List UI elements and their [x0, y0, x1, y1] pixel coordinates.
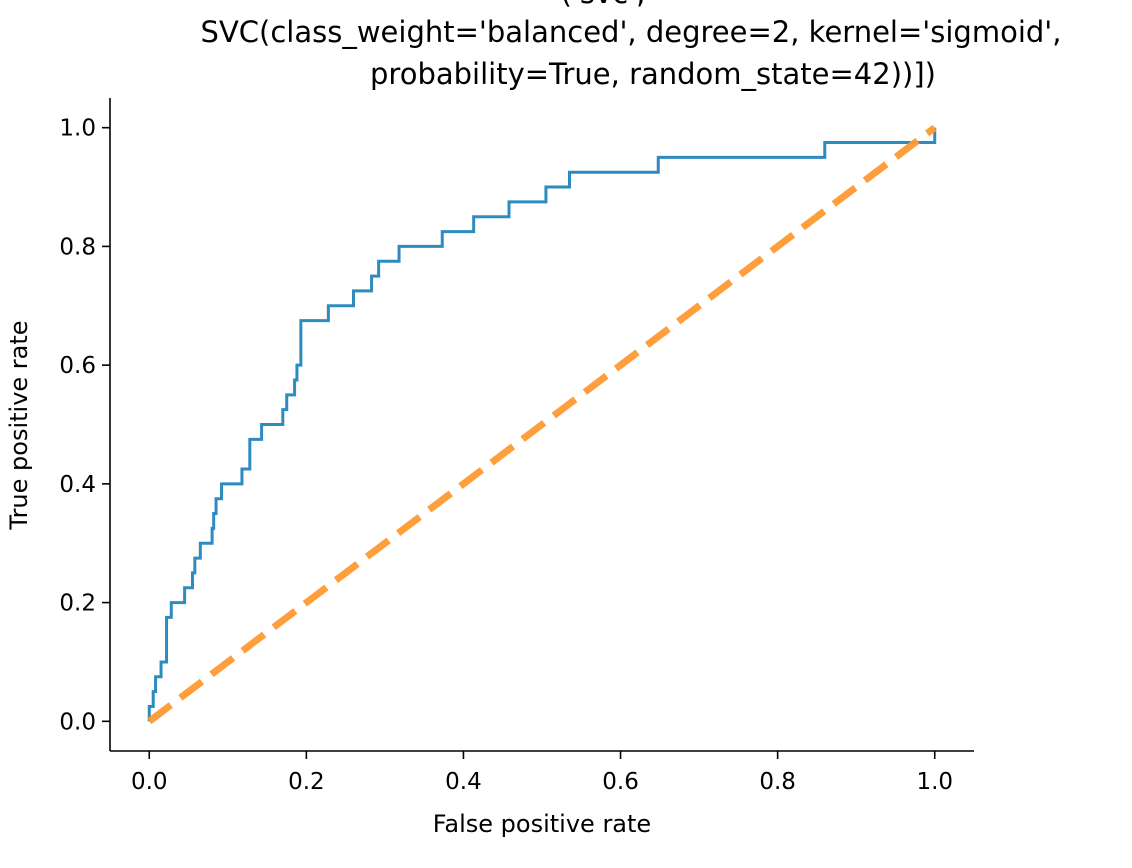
x-tick-label: 0.2: [288, 769, 325, 795]
chart-title: ('svc', SVC(class_weight='balanced', deg…: [201, 0, 1062, 91]
x-axis-ticks: 0.0 0.2 0.4 0.6 0.8 1.0: [131, 751, 953, 795]
x-tick-label: 1.0: [916, 769, 953, 795]
y-tick-label: 0.6: [59, 353, 96, 379]
y-tick-label: 0.0: [59, 709, 96, 735]
x-tick-label: 0.0: [131, 769, 168, 795]
y-axis-label: True positive rate: [5, 320, 33, 530]
y-axis-ticks: 0.0 0.2 0.4 0.6 0.8 1.0: [59, 116, 110, 735]
x-tick-label: 0.8: [759, 769, 796, 795]
chance-diagonal-line: [147, 124, 937, 725]
x-tick-label: 0.6: [602, 769, 639, 795]
y-tick-label: 0.4: [59, 472, 96, 498]
y-tick-label: 1.0: [59, 116, 96, 142]
y-tick-label: 0.8: [59, 234, 96, 260]
x-tick-label: 0.4: [445, 769, 482, 795]
y-tick-label: 0.2: [59, 591, 96, 617]
x-axis-label: False positive rate: [433, 810, 651, 838]
roc-curve-line: [147, 127, 937, 722]
plot-area: [147, 124, 937, 725]
title-line-1: ('svc',: [561, 0, 646, 10]
title-line-2: SVC(class_weight='balanced', degree=2, k…: [201, 15, 1062, 49]
title-line-3: probability=True, random_state=42))]): [370, 57, 936, 91]
